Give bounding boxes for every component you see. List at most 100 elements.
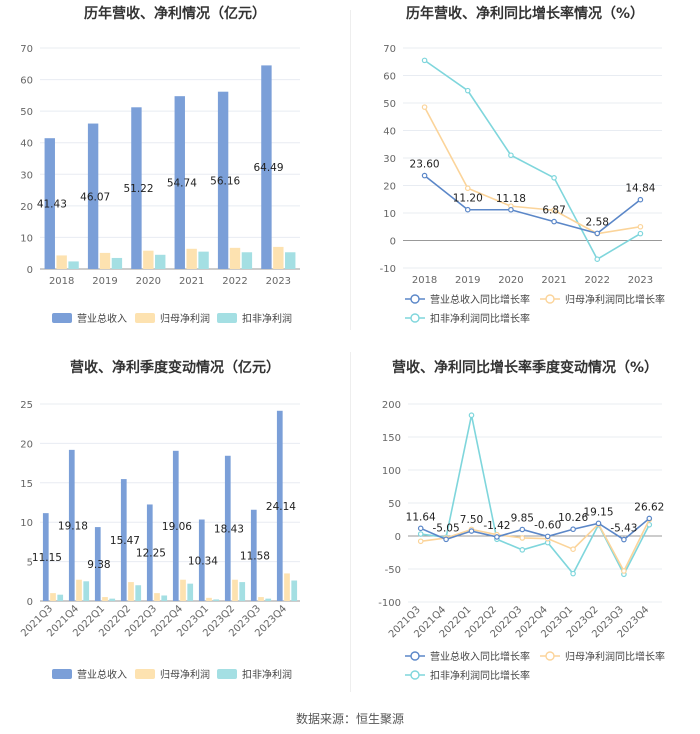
bar-2-s0-6 xyxy=(198,519,205,601)
y-tick-label-0-70: 70 xyxy=(20,44,33,55)
point-3-s0-9 xyxy=(646,515,653,522)
data-label-1-0: 23.60 xyxy=(410,159,440,171)
data-label-0-2: 51.22 xyxy=(123,183,153,195)
legend-label-2-0: 营业总收入 xyxy=(77,668,127,681)
bar-0-s1-4 xyxy=(229,247,241,269)
point-1-s2-1 xyxy=(464,87,471,94)
legend-label-1-1: 归母净利润同比增长率 xyxy=(565,293,665,306)
chart-title-0: 历年营收、净利情况（亿元） xyxy=(84,5,266,22)
y-tick-label-0-40: 40 xyxy=(20,139,33,150)
chart-title-2: 营收、净利季度变动情况（亿元） xyxy=(70,359,280,376)
y-tick-label-2-0: 0 xyxy=(27,597,33,608)
data-label-2-1: 19.18 xyxy=(58,520,88,532)
data-label-3-8: -5.43 xyxy=(610,523,637,535)
bar-2-s0-5 xyxy=(172,450,179,601)
data-label-2-5: 19.06 xyxy=(162,521,192,533)
point-1-s0-4 xyxy=(594,230,601,237)
data-label-2-3: 15.47 xyxy=(110,535,140,547)
legend-marker-3-0 xyxy=(410,651,420,661)
y-tick-label-0-30: 30 xyxy=(20,170,33,181)
bar-2-s2-4 xyxy=(161,595,168,601)
x-tick-label-0-2: 2020 xyxy=(136,276,161,287)
y-tick-label-1-30: 30 xyxy=(383,154,396,165)
legend-swatch-2-2 xyxy=(217,669,237,679)
bar-2-s2-0 xyxy=(57,594,64,601)
x-tick-label-1-2: 2020 xyxy=(498,275,523,286)
point-3-s1-0 xyxy=(417,538,424,545)
x-tick-label-1-5: 2023 xyxy=(628,275,653,286)
legend-marker-1-0 xyxy=(410,294,420,304)
y-tick-label-2-20: 20 xyxy=(20,439,33,450)
bar-2-s1-9 xyxy=(284,573,290,601)
point-1-s2-3 xyxy=(551,175,557,181)
legend-swatch-2-1 xyxy=(135,669,155,679)
series-line-3-s1 xyxy=(420,519,651,573)
legend-label-3-0: 营业总收入同比增长率 xyxy=(430,650,530,663)
point-3-s0-0 xyxy=(417,525,424,532)
point-1-s1-0 xyxy=(421,104,428,110)
y-tick-label-3--100: -100 xyxy=(378,598,401,609)
series-line-1-s2 xyxy=(424,59,641,261)
data-label-1-4: 2.58 xyxy=(586,216,609,228)
bar-0-s2-5 xyxy=(285,252,296,269)
data-label-2-6: 10.34 xyxy=(188,555,218,567)
bar-2-s1-0 xyxy=(50,593,56,601)
series-line-1-s0 xyxy=(424,174,641,235)
point-3-s2-4 xyxy=(519,547,526,553)
bar-0-s2-4 xyxy=(241,252,253,269)
point-1-s0-0 xyxy=(421,172,428,179)
legend-swatch-2-0 xyxy=(52,669,72,679)
y-tick-label-0-0: 0 xyxy=(27,265,33,276)
legend-swatch-0-0 xyxy=(52,313,72,323)
data-label-0-1: 46.07 xyxy=(80,191,110,203)
point-3-s1-6 xyxy=(570,546,576,553)
data-label-2-9: 24.14 xyxy=(266,501,296,513)
y-tick-label-2-15: 15 xyxy=(20,479,33,490)
bar-2-s0-3 xyxy=(120,479,127,601)
point-1-s0-1 xyxy=(464,206,471,213)
legend-marker-3-2 xyxy=(410,670,420,680)
data-label-3-9: 26.62 xyxy=(634,501,664,513)
y-tick-label-1-60: 60 xyxy=(383,72,396,83)
bar-2-s0-1 xyxy=(68,449,75,601)
bar-0-s1-2 xyxy=(143,250,154,269)
y-tick-label-3-150: 150 xyxy=(382,433,401,444)
bar-2-s2-7 xyxy=(239,582,246,601)
data-label-0-5: 64.49 xyxy=(253,162,283,174)
legend-marker-1-1 xyxy=(545,294,555,304)
bar-2-s0-2 xyxy=(94,527,101,601)
data-label-3-6: 10.26 xyxy=(558,512,588,524)
point-3-s0-2 xyxy=(468,528,475,534)
data-label-3-7: 19.15 xyxy=(583,506,613,518)
data-label-3-5: -0.60 xyxy=(534,519,561,531)
legend-marker-1-2 xyxy=(410,313,420,323)
data-label-1-3: 6.87 xyxy=(542,205,565,217)
data-label-2-2: 9.38 xyxy=(87,559,110,571)
x-tick-label-1-1: 2019 xyxy=(455,275,480,286)
bar-0-s1-1 xyxy=(99,252,111,269)
point-1-s0-5 xyxy=(637,196,644,203)
point-3-s2-6 xyxy=(570,570,576,577)
chart-title-1: 历年营收、净利同比增长率情况（%） xyxy=(406,5,644,22)
point-1-s0-2 xyxy=(508,206,514,213)
bar-2-s2-9 xyxy=(291,580,298,601)
point-1-s1-1 xyxy=(464,185,471,192)
bar-2-s2-1 xyxy=(83,581,90,601)
point-1-s1-3 xyxy=(551,207,557,214)
legend-label-2-2: 扣非净利润 xyxy=(242,668,292,681)
data-label-2-0: 11.15 xyxy=(32,552,62,564)
data-label-2-4: 12.25 xyxy=(136,548,166,560)
y-tick-label-1--10: -10 xyxy=(380,264,396,275)
bar-2-s1-2 xyxy=(102,597,108,601)
divider-vertical-top xyxy=(350,10,351,330)
bar-2-s1-3 xyxy=(128,582,134,601)
point-1-s2-4 xyxy=(594,256,601,263)
chart-title-3: 营收、净利同比增长率季度变动情况（%） xyxy=(392,359,658,376)
point-3-s0-7 xyxy=(595,520,602,527)
legend-marker-3-1 xyxy=(545,651,555,661)
data-label-1-2: 11.18 xyxy=(496,193,526,205)
point-1-s2-2 xyxy=(508,152,514,159)
bar-2-s0-7 xyxy=(224,455,231,601)
data-label-0-3: 54.74 xyxy=(167,178,197,190)
bar-2-s0-8 xyxy=(250,509,257,601)
